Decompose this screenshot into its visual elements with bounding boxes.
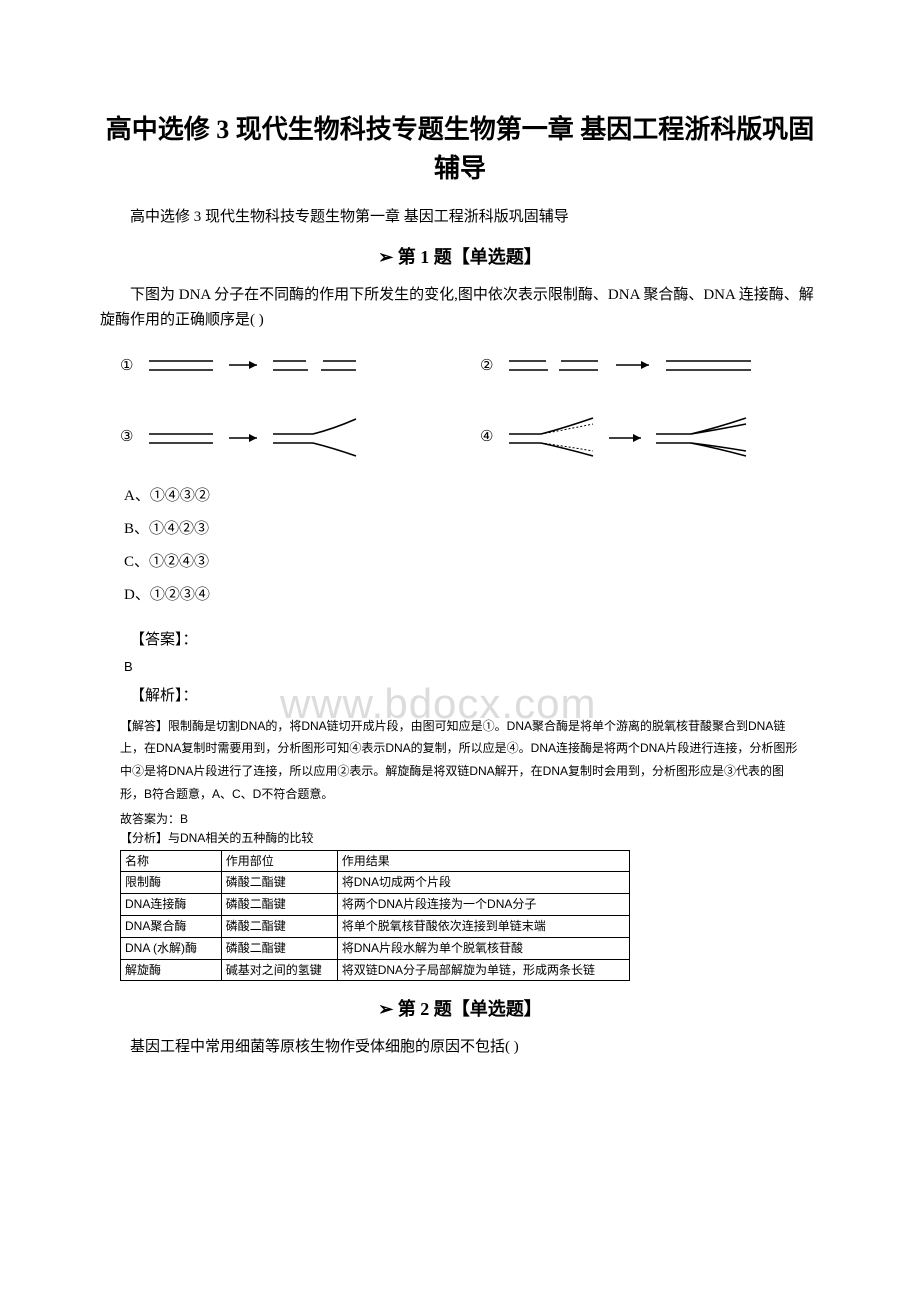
diagram-label-2: ② xyxy=(480,356,493,375)
enzyme-comparison-table: 名称 作用部位 作用结果 限制酶 磷酸二酯键 将DNA切成两个片段 DNA连接酶… xyxy=(120,850,630,982)
page-title: 高中选修 3 现代生物科技专题生物第一章 基因工程浙科版巩固辅导 xyxy=(100,110,820,188)
table-cell: DNA连接酶 xyxy=(121,894,222,916)
table-cell: 作用部位 xyxy=(221,850,337,872)
diagram-cell-3: ③ xyxy=(120,414,440,460)
diagram-svg-2 xyxy=(501,348,761,384)
table-cell: 磷酸二酯键 xyxy=(221,872,337,894)
option-b: B、①④②③ xyxy=(124,513,820,546)
analysis-title: 【分析】与DNA相关的五种酶的比较 xyxy=(120,829,800,846)
analysis-label: 【解析】： xyxy=(100,684,820,705)
table-row: DNA (水解)酶 磷酸二酯键 将DNA片段水解为单个脱氧核苷酸 xyxy=(121,937,630,959)
option-c: C、①②④③ xyxy=(124,546,820,579)
table-cell: 作用结果 xyxy=(337,850,629,872)
table-cell: 磷酸二酯键 xyxy=(221,894,337,916)
dna-diagram: ① ② ③ xyxy=(120,348,800,460)
diagram-label-4: ④ xyxy=(480,427,493,446)
table-cell: 磷酸二酯键 xyxy=(221,916,337,938)
diagram-cell-2: ② xyxy=(480,348,800,384)
option-a: A、①④③② xyxy=(124,480,820,513)
diagram-label-1: ① xyxy=(120,356,133,375)
question-1-header: ➢ 第 1 题【单选题】 xyxy=(100,243,820,269)
table-cell: 碱基对之间的氢键 xyxy=(221,959,337,981)
table-cell: 将双链DNA分子局部解旋为单链，形成两条长链 xyxy=(337,959,629,981)
table-cell: DNA聚合酶 xyxy=(121,916,222,938)
question-2-text: 基因工程中常用细菌等原核生物作受体细胞的原因不包括( ) xyxy=(100,1035,820,1061)
diagram-cell-4: ④ xyxy=(480,414,800,460)
table-row: 限制酶 磷酸二酯键 将DNA切成两个片段 xyxy=(121,872,630,894)
question-1-text: 下图为 DNA 分子在不同酶的作用下所发生的变化,图中依次表示限制酶、DNA 聚… xyxy=(100,283,820,334)
table-cell: 解旋酶 xyxy=(121,959,222,981)
diagram-label-3: ③ xyxy=(120,427,133,446)
answer-value: B xyxy=(124,659,820,674)
question-2-header: ➢ 第 2 题【单选题】 xyxy=(100,995,820,1021)
table-row: 名称 作用部位 作用结果 xyxy=(121,850,630,872)
table-cell: 将两个DNA片段连接为一个DNA分子 xyxy=(337,894,629,916)
table-row: DNA连接酶 磷酸二酯键 将两个DNA片段连接为一个DNA分子 xyxy=(121,894,630,916)
table-cell: 将单个脱氧核苷酸依次连接到单链末端 xyxy=(337,916,629,938)
answer-label: 【答案】： xyxy=(100,628,820,649)
option-d: D、①②③④ xyxy=(124,579,820,612)
explanation-text: 【解答】限制酶是切割DNA的，将DNA链切开成片段，由图可知应是①。DNA聚合酶… xyxy=(120,715,800,806)
table-cell: 将DNA切成两个片段 xyxy=(337,872,629,894)
table-cell: 名称 xyxy=(121,850,222,872)
diagram-svg-3 xyxy=(141,414,371,460)
diagram-cell-1: ① xyxy=(120,348,440,384)
table-row: 解旋酶 碱基对之间的氢键 将双链DNA分子局部解旋为单链，形成两条长链 xyxy=(121,959,630,981)
subtitle: 高中选修 3 现代生物科技专题生物第一章 基因工程浙科版巩固辅导 xyxy=(100,206,820,229)
diagram-svg-1 xyxy=(141,348,371,384)
diagram-svg-4 xyxy=(501,414,761,460)
table-cell: 磷酸二酯键 xyxy=(221,937,337,959)
answer-conclusion: 故答案为：B xyxy=(120,810,800,827)
table-cell: 限制酶 xyxy=(121,872,222,894)
table-row: DNA聚合酶 磷酸二酯键 将单个脱氧核苷酸依次连接到单链末端 xyxy=(121,916,630,938)
table-cell: DNA (水解)酶 xyxy=(121,937,222,959)
table-cell: 将DNA片段水解为单个脱氧核苷酸 xyxy=(337,937,629,959)
question-1-options: A、①④③② B、①④②③ C、①②④③ D、①②③④ xyxy=(124,480,820,612)
